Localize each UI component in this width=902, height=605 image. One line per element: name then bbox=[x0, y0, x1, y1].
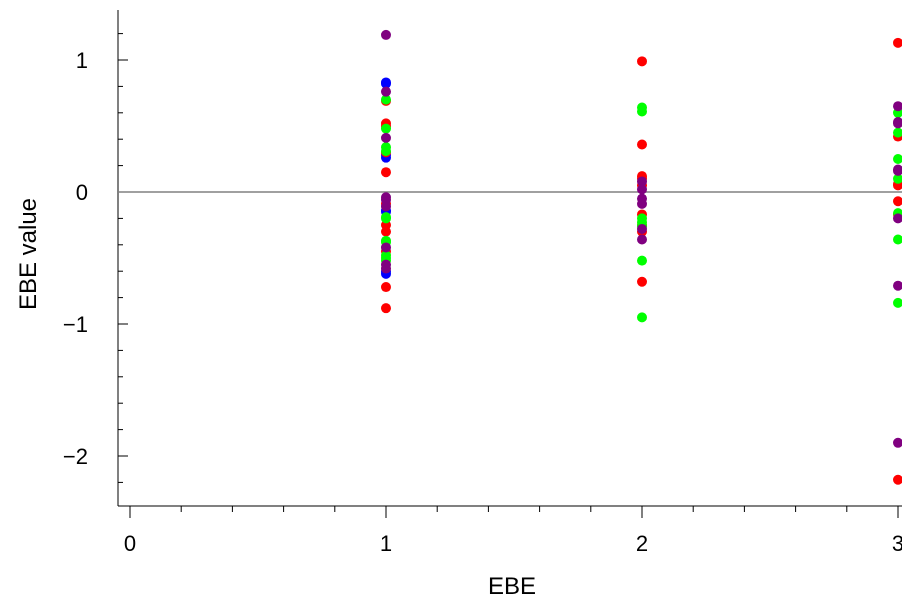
data-point bbox=[893, 234, 902, 245]
data-point bbox=[637, 176, 647, 187]
data-point bbox=[893, 297, 902, 308]
data-point bbox=[637, 198, 647, 209]
data-point bbox=[381, 263, 391, 274]
data-point bbox=[381, 213, 391, 224]
data-point bbox=[893, 213, 902, 224]
data-point bbox=[893, 127, 902, 138]
data-point bbox=[381, 167, 391, 178]
x-axis-title: EBE bbox=[488, 573, 536, 600]
data-point bbox=[893, 154, 902, 164]
x-axis: 0 1 2 3 bbox=[118, 505, 902, 556]
data-point bbox=[637, 234, 647, 245]
data-point bbox=[893, 37, 902, 48]
data-point bbox=[893, 165, 902, 176]
data-point bbox=[893, 101, 902, 112]
data-point bbox=[381, 123, 391, 134]
data-point bbox=[893, 173, 902, 184]
data-point bbox=[893, 196, 902, 207]
data-point bbox=[637, 312, 647, 323]
data-point bbox=[381, 78, 391, 89]
data-point bbox=[381, 146, 391, 157]
data-point bbox=[381, 303, 391, 314]
data-point bbox=[637, 276, 647, 287]
y-axis-title: EBE value bbox=[15, 198, 42, 310]
x-tick-label: 3 bbox=[892, 531, 902, 556]
x-tick-label: 0 bbox=[124, 531, 136, 556]
data-point bbox=[893, 437, 902, 448]
data-point bbox=[637, 56, 647, 67]
data-point bbox=[893, 474, 902, 485]
y-tick-label: −1 bbox=[63, 312, 88, 337]
data-points bbox=[381, 29, 902, 485]
x-tick-label: 1 bbox=[380, 531, 392, 556]
data-point bbox=[637, 255, 647, 266]
data-point bbox=[381, 282, 391, 293]
data-point bbox=[381, 242, 391, 253]
data-point bbox=[381, 86, 391, 97]
y-tick-label: 1 bbox=[76, 48, 88, 73]
data-point bbox=[637, 106, 647, 117]
data-point bbox=[893, 280, 902, 291]
data-point bbox=[381, 201, 391, 212]
data-point bbox=[381, 226, 391, 237]
data-point bbox=[637, 139, 647, 150]
data-point bbox=[381, 94, 391, 105]
data-point bbox=[893, 118, 902, 129]
data-point bbox=[637, 184, 647, 195]
x-tick-label: 2 bbox=[636, 531, 648, 556]
y-tick-label: 0 bbox=[76, 180, 88, 205]
data-point bbox=[381, 132, 391, 143]
y-axis: −2 −1 0 1 bbox=[63, 10, 128, 506]
data-point bbox=[637, 223, 647, 234]
data-point bbox=[381, 29, 391, 40]
y-tick-label: −2 bbox=[63, 444, 88, 469]
